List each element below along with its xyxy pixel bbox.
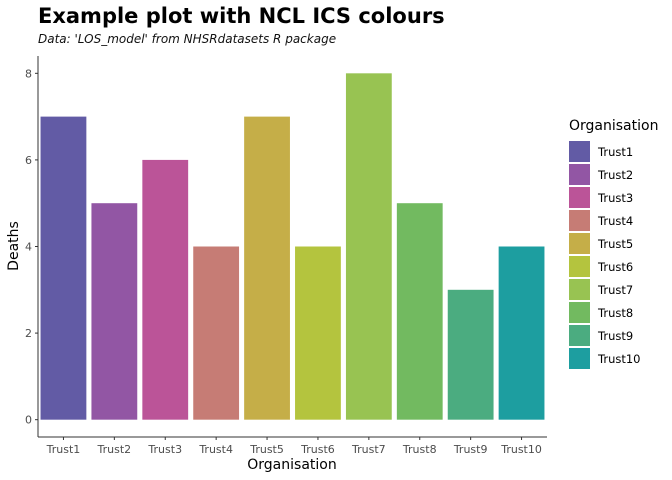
legend-label: Trust3: [598, 190, 634, 205]
x-tick-label: Trust4: [198, 443, 233, 456]
x-tick-label: Trust3: [147, 443, 182, 456]
legend-swatch: [569, 141, 590, 162]
bar-trust2: [91, 203, 138, 420]
x-tick-label: Trust10: [500, 443, 542, 456]
legend-label: Trust10: [598, 351, 641, 366]
bar-trust8: [396, 203, 443, 420]
y-ticks-group: 0 2 4 6 8: [25, 67, 38, 427]
bar-trust4: [193, 246, 240, 420]
legend-title: Organisation: [569, 118, 659, 134]
y-tick-label: 8: [25, 67, 32, 80]
legend-item: Trust5: [569, 232, 658, 255]
legend: Organisation Trust1 Trust2 Trust3 Trust4 Tru…: [569, 118, 658, 370]
legend-items: Trust1 Trust2 Trust3 Trust4 Trust5 Trust6 Trus…: [569, 140, 658, 370]
legend-item: Trust10: [569, 347, 658, 370]
bar-trust9: [447, 289, 494, 420]
bar-trust10: [498, 246, 545, 420]
bars-group: [40, 73, 545, 420]
legend-swatch: [569, 302, 590, 323]
legend-item: Trust6: [569, 255, 658, 278]
legend-label: Trust2: [598, 167, 634, 182]
legend-swatch: [569, 279, 590, 300]
legend-item: Trust1: [569, 140, 658, 163]
x-tick-label: Trust8: [402, 443, 437, 456]
legend-item: Trust8: [569, 301, 658, 324]
x-tick-label: Trust2: [97, 443, 132, 456]
y-tick-label: 4: [25, 241, 32, 254]
legend-item: Trust2: [569, 163, 658, 186]
legend-swatch: [569, 210, 590, 231]
legend-swatch: [569, 348, 590, 369]
y-axis-label: Deaths: [6, 221, 22, 271]
legend-label: Trust6: [598, 259, 634, 274]
chart-subtitle: Data: 'LOS_model' from NHSRdatasets R pa…: [38, 32, 337, 46]
legend-swatch: [569, 325, 590, 346]
bar-trust1: [40, 116, 87, 420]
bar-trust7: [345, 73, 392, 420]
bar-trust5: [244, 116, 290, 420]
legend-item: Trust3: [569, 186, 658, 209]
legend-swatch: [569, 233, 590, 254]
y-tick-label: 6: [25, 154, 32, 167]
bar-trust3: [142, 159, 189, 420]
legend-swatch: [569, 187, 590, 208]
x-ticks-group: Trust1 Trust2 Trust3 Trust4 Trust5 Trust6 Trus…: [46, 437, 542, 456]
y-tick-label: 0: [25, 414, 32, 427]
x-tick-label: Trust7: [351, 443, 386, 456]
bar-trust6: [295, 246, 341, 420]
legend-swatch: [569, 164, 590, 185]
x-axis-label: Organisation: [247, 457, 336, 473]
legend-item: Trust9: [569, 324, 658, 347]
x-tick-label: Trust6: [300, 443, 335, 456]
y-tick-label: 2: [25, 327, 32, 340]
chart-title: Example plot with NCL ICS colours: [38, 4, 445, 28]
legend-swatch: [569, 256, 590, 277]
legend-item: Trust7: [569, 278, 658, 301]
legend-label: Trust8: [598, 305, 634, 320]
legend-label: Trust4: [598, 213, 634, 228]
legend-label: Trust7: [598, 282, 634, 297]
x-tick-label: Trust1: [46, 443, 81, 456]
x-tick-label: Trust9: [453, 443, 488, 456]
legend-label: Trust9: [598, 328, 634, 343]
legend-label: Trust5: [598, 236, 634, 251]
x-tick-label: Trust5: [249, 443, 284, 456]
legend-item: Trust4: [569, 209, 658, 232]
legend-label: Trust1: [598, 144, 634, 159]
